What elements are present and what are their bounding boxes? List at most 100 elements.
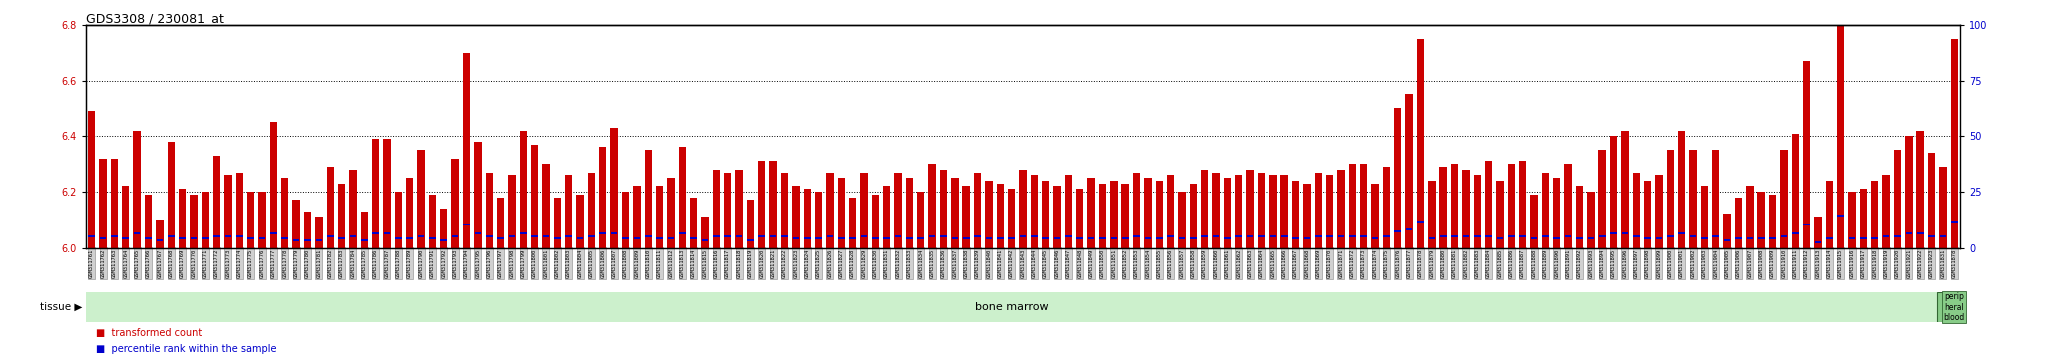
Bar bbox=[1860, 237, 1866, 239]
Bar bbox=[713, 170, 721, 248]
Bar bbox=[575, 195, 584, 248]
Bar bbox=[1804, 223, 1810, 225]
Bar bbox=[1405, 95, 1413, 248]
Bar bbox=[156, 220, 164, 248]
Bar bbox=[1055, 237, 1061, 239]
Bar bbox=[555, 237, 561, 239]
Bar bbox=[1133, 172, 1141, 248]
Text: GDS3308 / 230081_at: GDS3308 / 230081_at bbox=[86, 12, 223, 25]
Bar bbox=[1905, 233, 1913, 234]
Bar bbox=[281, 178, 289, 248]
Bar bbox=[1724, 214, 1731, 248]
Bar bbox=[1225, 178, 1231, 248]
Bar bbox=[860, 172, 868, 248]
Bar bbox=[1542, 172, 1548, 248]
Text: ■  percentile rank within the sample: ■ percentile rank within the sample bbox=[96, 344, 276, 354]
Bar bbox=[905, 178, 913, 248]
Bar bbox=[338, 184, 346, 248]
Bar bbox=[1655, 175, 1663, 248]
Bar bbox=[803, 189, 811, 248]
Bar bbox=[1452, 235, 1458, 237]
Bar bbox=[1305, 237, 1311, 239]
Bar bbox=[1178, 192, 1186, 248]
Bar bbox=[588, 235, 594, 237]
Bar bbox=[1190, 184, 1196, 248]
Bar bbox=[1565, 235, 1571, 237]
Bar bbox=[1145, 237, 1151, 239]
Bar bbox=[1894, 150, 1901, 248]
Text: perip
heral
blood: perip heral blood bbox=[1944, 292, 1964, 322]
Bar bbox=[1122, 237, 1128, 239]
Bar bbox=[203, 237, 209, 239]
Bar bbox=[1427, 181, 1436, 248]
Bar bbox=[633, 187, 641, 248]
Bar bbox=[1315, 235, 1321, 237]
Bar bbox=[236, 235, 242, 237]
Bar bbox=[1122, 184, 1128, 248]
Bar bbox=[748, 200, 754, 248]
Bar bbox=[1167, 235, 1174, 237]
Bar bbox=[997, 184, 1004, 248]
Bar bbox=[190, 195, 197, 248]
Bar bbox=[1382, 167, 1391, 248]
Bar bbox=[850, 237, 856, 239]
Bar bbox=[145, 237, 152, 239]
Bar bbox=[690, 237, 696, 239]
Bar bbox=[1247, 170, 1253, 248]
Bar bbox=[270, 122, 276, 248]
Bar bbox=[1769, 237, 1776, 239]
Bar bbox=[930, 235, 936, 237]
Bar bbox=[975, 235, 981, 237]
Bar bbox=[1155, 237, 1163, 239]
Bar bbox=[668, 237, 674, 239]
Bar bbox=[88, 235, 94, 237]
Bar bbox=[1235, 175, 1243, 248]
Bar bbox=[1882, 235, 1890, 237]
Bar bbox=[1372, 237, 1378, 239]
Bar bbox=[1475, 235, 1481, 237]
Bar bbox=[1075, 189, 1083, 248]
Bar bbox=[950, 178, 958, 248]
Bar bbox=[770, 235, 776, 237]
Bar bbox=[373, 139, 379, 248]
Bar bbox=[610, 233, 616, 234]
Bar bbox=[338, 237, 344, 239]
Bar bbox=[940, 235, 946, 237]
Bar bbox=[190, 237, 197, 239]
Bar bbox=[1337, 235, 1343, 237]
Bar bbox=[1450, 164, 1458, 248]
Bar bbox=[1315, 172, 1321, 248]
Bar bbox=[975, 172, 981, 248]
Bar bbox=[248, 237, 254, 239]
Bar bbox=[1552, 178, 1561, 248]
Bar bbox=[1325, 175, 1333, 248]
Bar bbox=[1565, 164, 1571, 248]
Bar bbox=[668, 178, 674, 248]
Bar bbox=[1827, 237, 1833, 239]
Bar bbox=[1247, 235, 1253, 237]
Bar bbox=[485, 172, 494, 248]
Bar bbox=[225, 235, 231, 237]
Bar bbox=[1610, 233, 1616, 234]
Bar bbox=[100, 237, 106, 239]
Bar bbox=[827, 235, 834, 237]
Bar bbox=[1507, 164, 1516, 248]
Bar bbox=[133, 131, 141, 248]
Bar bbox=[815, 192, 821, 248]
Bar bbox=[565, 175, 571, 248]
Bar bbox=[872, 237, 879, 239]
Bar bbox=[1133, 235, 1141, 237]
Bar bbox=[303, 212, 311, 248]
Bar bbox=[520, 131, 526, 248]
Bar bbox=[1360, 235, 1366, 237]
Bar bbox=[1894, 235, 1901, 237]
Bar bbox=[508, 235, 516, 237]
Bar bbox=[1225, 237, 1231, 239]
Bar bbox=[111, 159, 119, 248]
Bar bbox=[1065, 235, 1071, 237]
Bar bbox=[236, 172, 244, 248]
Bar bbox=[383, 139, 391, 248]
Bar bbox=[1937, 292, 1966, 322]
Bar bbox=[1849, 237, 1855, 239]
Bar bbox=[1440, 167, 1446, 248]
